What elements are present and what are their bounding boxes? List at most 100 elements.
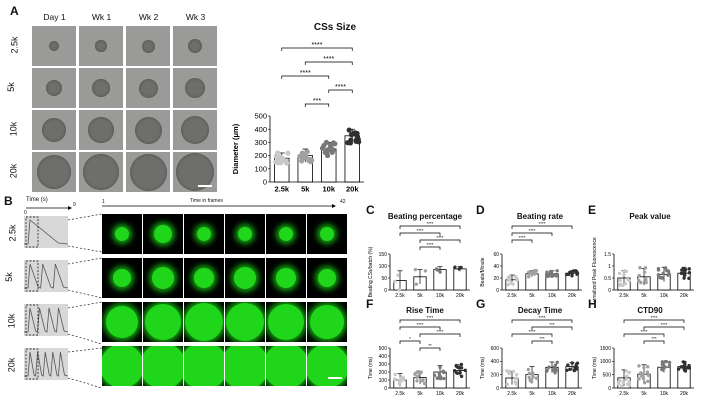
significance-bracket	[399, 232, 441, 236]
y-tick-label: 1500	[600, 346, 611, 352]
significance-bracket	[399, 319, 461, 323]
data-point	[637, 278, 641, 283]
significance-label: ***	[549, 322, 555, 327]
significance-label: ****	[436, 235, 443, 240]
spheroid	[88, 117, 114, 143]
fluorescent-spheroid	[197, 227, 211, 241]
data-point	[656, 268, 661, 272]
data-point	[345, 140, 351, 146]
row-label: 2.5k	[7, 224, 18, 242]
spheroid	[141, 39, 155, 53]
significance-bracket	[304, 61, 353, 65]
significance-bracket	[281, 75, 330, 79]
data-point	[687, 267, 691, 271]
data-point	[273, 159, 279, 165]
y-tick-label: 0	[608, 386, 611, 392]
data-point	[319, 145, 326, 151]
data-point	[568, 367, 572, 371]
fluorescent-spheroid	[320, 227, 334, 241]
fluorescent-spheroid	[102, 346, 142, 386]
time-seconds-label: Time (s)	[26, 197, 48, 203]
y-tick-label: 150	[379, 252, 388, 258]
data-point	[533, 272, 537, 276]
data-point	[641, 376, 646, 381]
scale-bar	[198, 185, 212, 187]
y-tick-label: 50	[381, 276, 387, 282]
spheroid	[129, 153, 167, 191]
y-tick-label: 600	[491, 346, 500, 352]
data-point	[660, 362, 665, 367]
brightfield-image	[79, 68, 123, 108]
data-point	[413, 267, 418, 272]
significance-bracket	[419, 347, 441, 351]
zoom-dashed-lines	[68, 213, 103, 389]
data-point	[435, 376, 440, 380]
data-point	[555, 269, 559, 273]
data-point	[618, 278, 622, 283]
fluorescence-frame	[184, 302, 224, 342]
y-tick-label: 400	[254, 125, 267, 134]
data-point	[511, 369, 516, 374]
data-point	[626, 277, 630, 282]
data-point	[526, 275, 531, 279]
data-point	[459, 362, 464, 367]
x-tick-label: 2.5k	[274, 185, 289, 194]
data-point	[354, 130, 360, 137]
data-point	[624, 377, 628, 382]
cs-size-title: CSs Size	[313, 22, 357, 33]
data-point	[458, 371, 462, 375]
significance-bracket	[511, 232, 553, 236]
data-point	[507, 370, 512, 375]
data-point	[646, 379, 650, 383]
y-tick-label: 100	[379, 264, 388, 270]
data-point	[513, 376, 518, 381]
y-tick-label: 20	[493, 276, 499, 282]
data-point	[278, 154, 285, 161]
peak-value-chart: 0 0.5 1 1.5 Normalized Peak Fluorescence 2.5k…	[592, 237, 694, 302]
data-point	[530, 371, 535, 375]
peak-value-title: Peak value	[629, 212, 671, 221]
data-point	[307, 156, 313, 162]
data-point	[618, 282, 623, 286]
data-point	[660, 276, 664, 280]
spheroid	[49, 41, 59, 51]
x-tick-label: 20k	[456, 391, 465, 397]
data-point	[304, 149, 310, 155]
y-tick-label: 100	[254, 164, 267, 173]
spheroid	[83, 154, 119, 190]
y-tick-label: 400	[379, 354, 388, 360]
fluorescence-frame	[307, 346, 347, 386]
fluorescent-spheroid	[268, 304, 304, 340]
fluorescent-spheroid	[225, 346, 265, 386]
significance-bracket	[399, 326, 441, 330]
spheroid	[92, 79, 110, 97]
calcium-trace	[24, 304, 68, 336]
data-point	[661, 368, 665, 372]
significance-label: ***	[539, 336, 545, 341]
data-point	[575, 361, 580, 365]
significance-bracket	[419, 239, 461, 243]
panel-label-b: B	[4, 194, 13, 208]
brightfield-image	[32, 110, 76, 150]
significance-bracket	[511, 333, 553, 337]
column-label: Wk 2	[138, 12, 159, 22]
data-point	[551, 273, 556, 278]
x-tick-label: 10k	[322, 185, 335, 194]
x-tick-label: 10k	[660, 391, 669, 397]
x-tick-label: 5k	[417, 293, 423, 299]
brightfield-image	[32, 152, 76, 192]
beating-percentage-chart: 0 50 100 150 Beating CSs/batch (%) 2.5k 5k 10k 2…	[368, 222, 470, 299]
data-point	[621, 380, 626, 384]
x-tick-label: 20k	[568, 293, 577, 299]
x-tick-label: 5k	[417, 391, 423, 397]
data-point	[679, 365, 683, 369]
data-point	[575, 271, 580, 275]
x-tick-label: 10k	[436, 391, 445, 397]
significance-label: ****	[416, 228, 423, 233]
significance-label: ***	[313, 98, 321, 105]
significance-label: ****	[436, 329, 443, 334]
significance-bracket	[623, 319, 685, 323]
significance-bracket	[623, 333, 665, 337]
data-point	[622, 272, 626, 277]
